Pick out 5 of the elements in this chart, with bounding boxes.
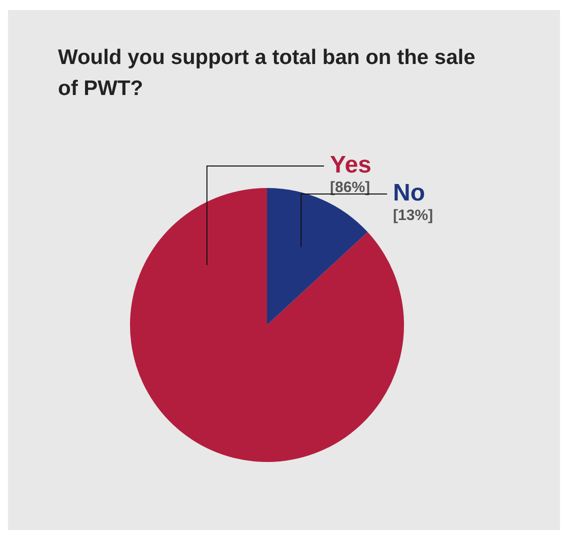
slice-label: No	[393, 180, 426, 207]
slice-label: Yes	[330, 152, 372, 179]
chart-title: Would you support a total ban on the sale of PWT?	[58, 45, 476, 102]
data-label: [86%]	[330, 179, 370, 196]
data-label: [13%]	[393, 207, 434, 224]
